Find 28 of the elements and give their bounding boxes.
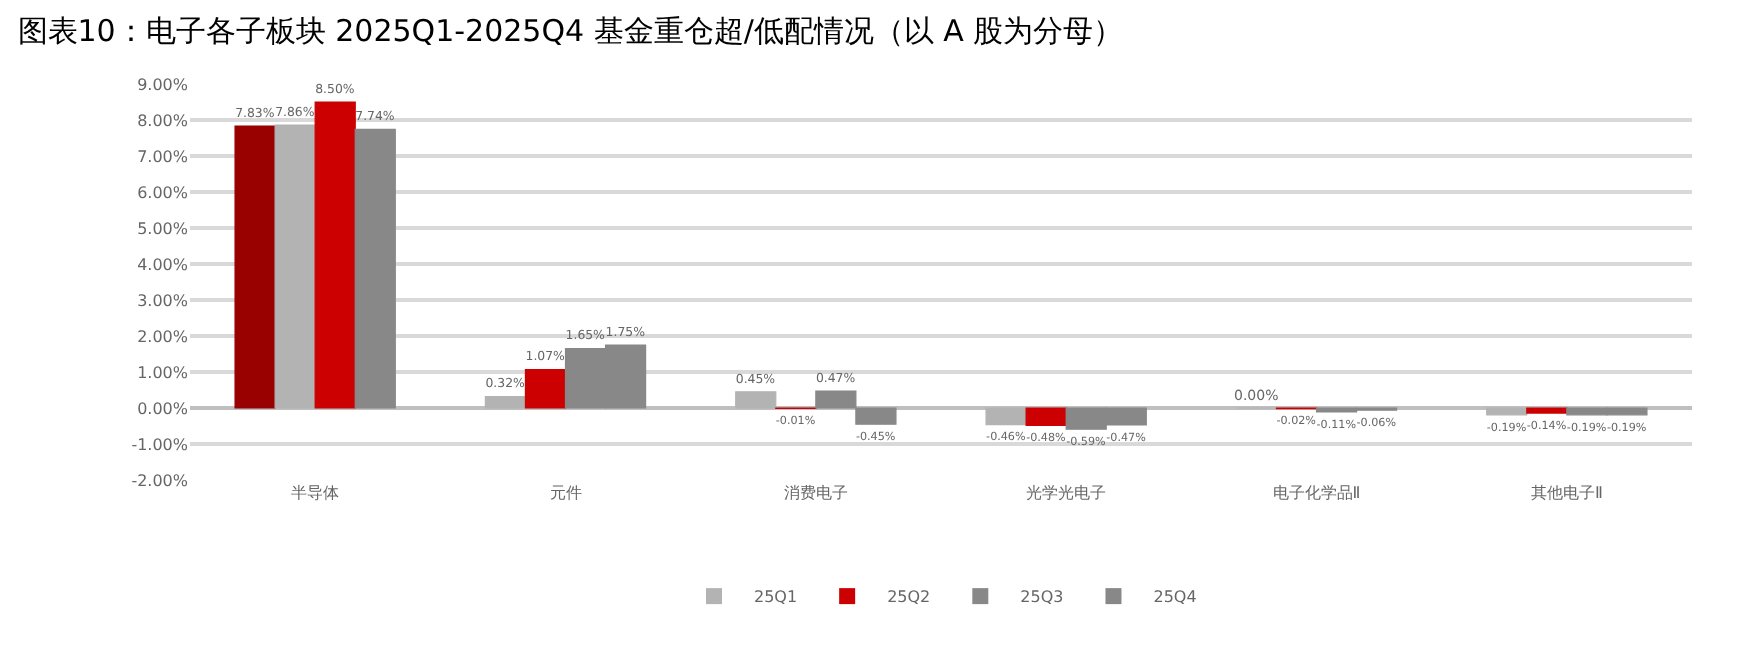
y-tick-label: 5.00%: [137, 219, 189, 238]
bar: [524, 368, 567, 409]
y-tick-label: 9.00%: [137, 75, 189, 94]
x-tick-label: 其他电子Ⅱ: [1530, 484, 1603, 502]
y-tick-label: 6.00%: [137, 183, 189, 202]
y-tick-label: 0.00%: [137, 399, 189, 418]
y-tick-label: 8.00%: [137, 111, 189, 130]
chart-title: 图表10：电子各子板块 2025Q1-2025Q4 基金重仓超/低配情况（以 A 股为分母）: [17, 12, 1124, 49]
bar: [1025, 407, 1067, 426]
y-tick-label: 4.00%: [137, 255, 189, 274]
bar: [1526, 407, 1568, 414]
y-tick-label: 3.00%: [137, 291, 189, 310]
x-tick-label: 元件: [549, 484, 582, 502]
legend-label: 25Q1: [754, 588, 798, 607]
legend-label: 25Q3: [1020, 588, 1064, 607]
legend-label: 25Q4: [1153, 588, 1197, 607]
bar: [354, 128, 396, 409]
bar: [234, 125, 276, 409]
x-tick-label: 光学光电子: [1026, 484, 1107, 502]
x-tick-label: 消费电子: [783, 484, 848, 502]
y-tick-label: -1.00%: [131, 435, 189, 454]
x-tick-label: 电子化学品Ⅱ: [1272, 484, 1361, 502]
y-tick-label: 2.00%: [137, 327, 189, 346]
y-tick-label: -2.00%: [131, 471, 189, 490]
y-tick-label: 1.00%: [137, 363, 189, 382]
x-tick-label: 半导体: [291, 484, 340, 502]
y-tick-label: 7.00%: [137, 147, 189, 166]
legend-label: 25Q2: [887, 588, 931, 607]
